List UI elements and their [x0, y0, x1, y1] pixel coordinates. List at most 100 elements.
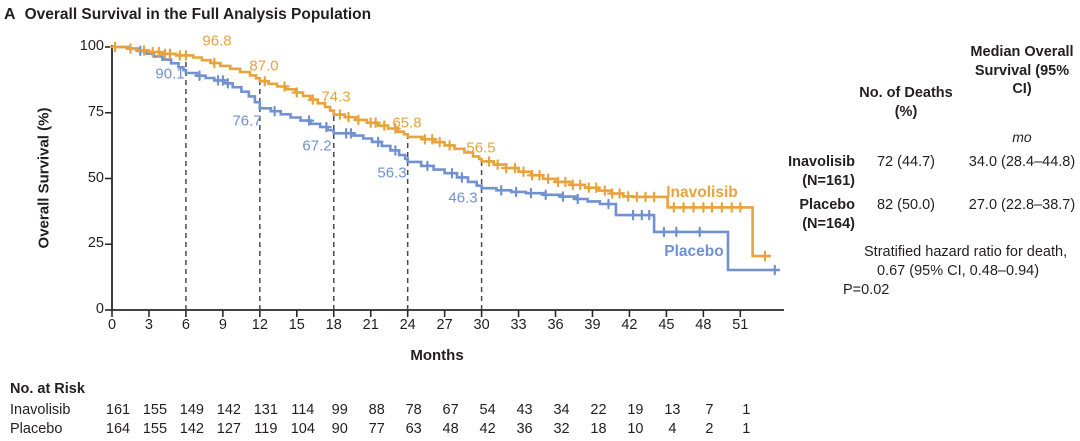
- landmark-value-inavolisib-m18: 74.3: [321, 88, 351, 106]
- risk-count-placebo-m33: 36: [516, 421, 533, 437]
- risk-count-placebo-m15: 104: [290, 421, 315, 437]
- median-value-placebo: 27.0 (22.8–38.7): [968, 197, 1076, 213]
- x-tick-label: 21: [362, 317, 379, 333]
- x-axis-title: Months: [410, 347, 464, 364]
- deaths-value-placebo: 82 (50.0): [876, 197, 936, 213]
- x-tick-label: 9: [218, 317, 227, 333]
- risk-count-inavolisib-m18: 99: [331, 402, 348, 418]
- risk-count-placebo-m21: 77: [368, 421, 385, 437]
- risk-count-placebo-m39: 18: [590, 421, 607, 437]
- censor-marks-placebo: [135, 45, 781, 276]
- risk-count-placebo-m6: 142: [179, 421, 205, 437]
- risk-count-placebo-m3: 155: [142, 421, 168, 437]
- landmark-value-inavolisib-m12: 87.0: [249, 57, 279, 75]
- risk-count-inavolisib-m12: 131: [253, 402, 278, 418]
- risk-count-inavolisib-m39: 22: [590, 402, 607, 418]
- risk-count-inavolisib-m21: 88: [368, 402, 385, 418]
- p-value: P=0.02: [843, 282, 890, 298]
- y-tick-label: 50: [87, 169, 104, 186]
- risk-count-inavolisib-m0: 161: [105, 402, 131, 418]
- risk-count-placebo-m27: 48: [442, 421, 459, 437]
- risk-count-inavolisib-m15: 114: [291, 402, 315, 418]
- risk-row-label-inavolisib: Inavolisib: [10, 402, 71, 418]
- y-tick-label: 75: [87, 103, 104, 120]
- risk-count-inavolisib-m24: 78: [405, 402, 422, 418]
- deaths-column-header: No. of Deaths (%): [859, 85, 953, 120]
- landmark-value-inavolisib-m30: 56.5: [466, 139, 496, 157]
- risk-count-placebo-m48: 2: [705, 421, 714, 437]
- risk-count-placebo-m18: 90: [331, 421, 348, 437]
- risk-count-inavolisib-m30: 54: [479, 402, 496, 418]
- deaths-value-inavolisib: 72 (44.7): [876, 154, 936, 170]
- risk-count-placebo-m51: 1: [742, 421, 751, 437]
- landmark-value-placebo-m6: 90.1: [155, 65, 185, 83]
- x-tick-label: 45: [658, 317, 675, 333]
- median-column-header: Median Overall Survival (95% CI): [970, 44, 1074, 97]
- x-tick-label: 39: [584, 317, 601, 333]
- landmark-value-inavolisib-m6: 96.8: [202, 32, 232, 50]
- risk-count-placebo-m42: 10: [627, 421, 644, 437]
- landmark-value-inavolisib-m24: 65.8: [392, 114, 422, 132]
- summary-arm-name: Placebo: [799, 197, 855, 213]
- risk-count-placebo-m30: 42: [479, 421, 496, 437]
- risk-count-placebo-m9: 127: [216, 421, 241, 437]
- risk-row-label-placebo: Placebo: [10, 421, 63, 437]
- km-curve-placebo: [112, 45, 780, 272]
- censor-marks-inavolisib: [109, 41, 771, 262]
- panel-label: A: [4, 6, 16, 23]
- figure-title-row: A Overall Survival in the Full Analysis …: [4, 6, 371, 24]
- risk-count-placebo-m0: 164: [105, 421, 131, 437]
- x-tick-label: 27: [436, 317, 453, 333]
- summary-arm-name: Inavolisib: [788, 154, 855, 170]
- risk-count-inavolisib-m36: 34: [553, 402, 570, 418]
- hazard-ratio-line1: Stratified hazard ratio for death,: [864, 244, 1068, 260]
- hazard-ratio-line2: 0.67 (95% CI, 0.48–0.94): [877, 263, 1040, 279]
- x-tick-label: 48: [695, 317, 712, 333]
- x-tick-label: 51: [732, 317, 749, 333]
- risk-count-inavolisib-m3: 155: [142, 402, 168, 418]
- landmark-value-placebo-m24: 56.3: [377, 164, 407, 182]
- x-tick-label: 42: [621, 317, 638, 333]
- risk-count-placebo-m36: 32: [553, 421, 570, 437]
- curve-label-placebo: Placebo: [664, 243, 724, 260]
- x-tick-label: 3: [144, 317, 153, 333]
- summary-row-label-placebo: Placebo (N=164): [762, 196, 855, 233]
- summary-arm-n: (N=161): [802, 172, 855, 189]
- median-unit-label: mo: [1012, 129, 1032, 145]
- x-tick-label: 6: [181, 317, 190, 333]
- y-tick-label: 25: [87, 235, 104, 252]
- risk-count-placebo-m12: 119: [254, 421, 278, 437]
- x-tick-label: 18: [325, 317, 342, 333]
- median-value-inavolisib: 34.0 (28.4–44.8): [968, 154, 1076, 170]
- risk-count-placebo-m45: 4: [668, 421, 677, 437]
- hazard-ratio-note: Stratified hazard ratio for death, 0.67 …: [843, 243, 1080, 300]
- risk-count-inavolisib-m45: 13: [664, 402, 681, 418]
- x-tick-label: 30: [473, 317, 490, 333]
- x-tick-label: 0: [107, 317, 117, 333]
- x-tick-label: 36: [547, 317, 564, 333]
- risk-count-inavolisib-m48: 7: [705, 402, 714, 418]
- risk-count-inavolisib-m9: 142: [216, 402, 241, 418]
- risk-table-title: No. at Risk: [10, 381, 85, 397]
- risk-count-placebo-m24: 63: [405, 421, 422, 437]
- landmark-value-placebo-m30: 46.3: [448, 189, 478, 207]
- x-tick-label: 33: [510, 317, 527, 333]
- curve-label-inavolisib: Inavolisib: [666, 184, 738, 201]
- risk-count-inavolisib-m33: 43: [516, 402, 533, 418]
- summary-row-label-inavolisib: Inavolisib (N=161): [762, 153, 855, 190]
- risk-count-inavolisib-m6: 149: [179, 402, 205, 418]
- risk-count-inavolisib-m27: 67: [442, 402, 459, 418]
- y-tick-label: 100: [79, 38, 104, 54]
- y-axis-title: Overall Survival (%): [35, 107, 53, 249]
- landmark-value-placebo-m18: 67.2: [302, 137, 332, 155]
- x-tick-label: 12: [251, 317, 268, 333]
- risk-count-inavolisib-m42: 19: [627, 402, 644, 418]
- risk-count-inavolisib-m51: 1: [742, 402, 751, 418]
- summary-arm-n: (N=164): [802, 215, 855, 232]
- x-tick-label: 15: [288, 317, 305, 333]
- y-tick-label: 0: [95, 301, 104, 317]
- landmark-value-placebo-m12: 76.7: [232, 112, 262, 130]
- x-tick-label: 24: [399, 317, 416, 333]
